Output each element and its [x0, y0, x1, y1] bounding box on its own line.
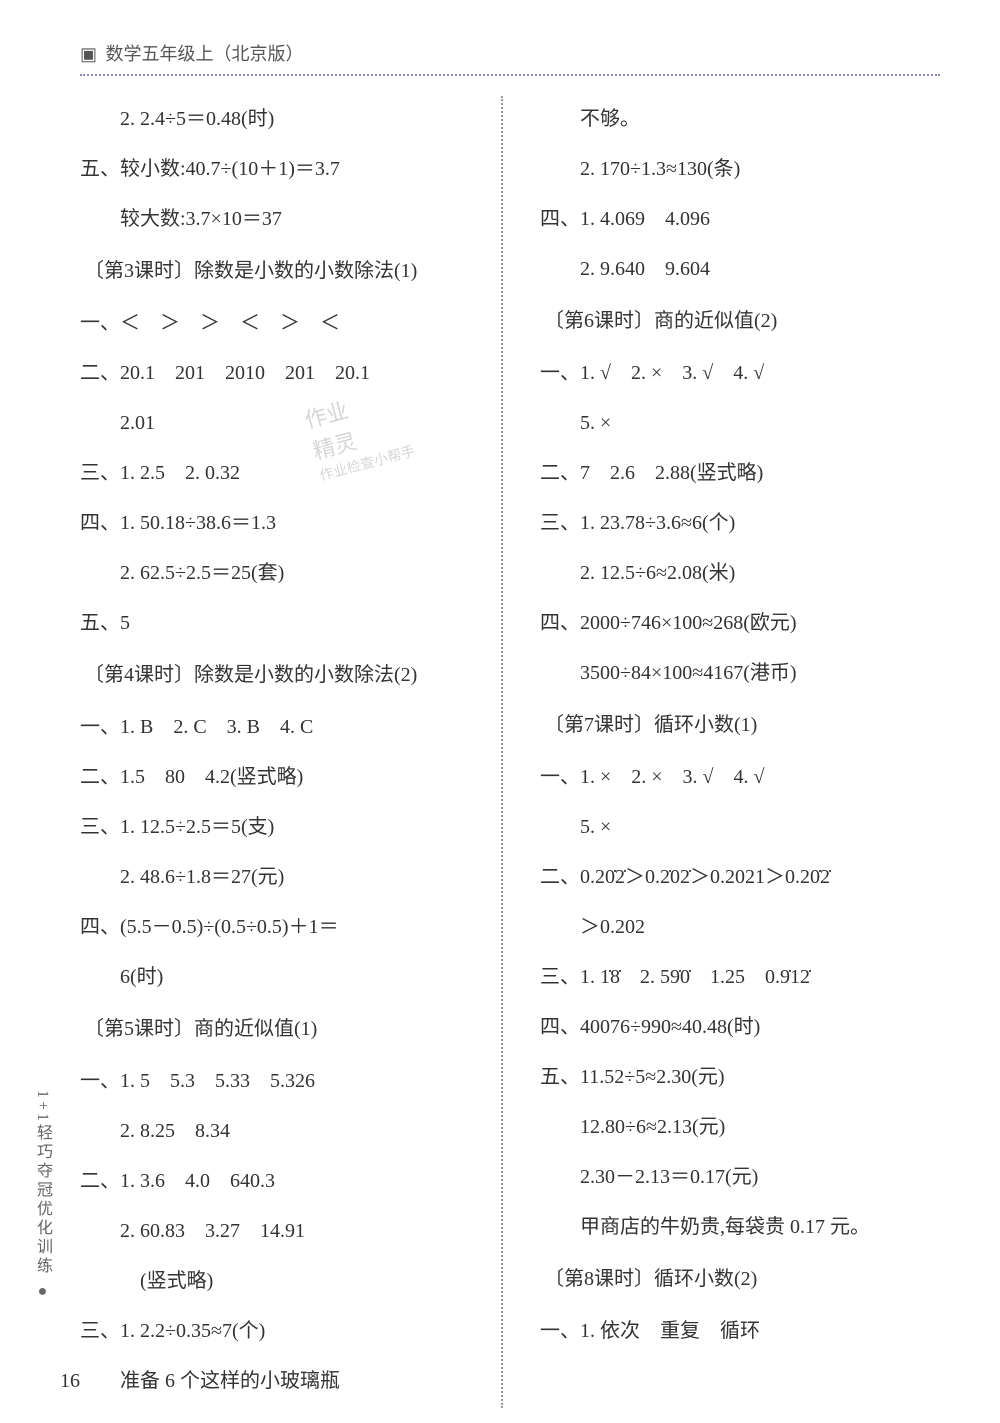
text-line: 二、7 2.6 2.88(竖式略) [540, 450, 940, 496]
page-header: ▣ 数学五年级上（北京版） [80, 40, 940, 76]
text-line: 三、1. 12.5÷2.5＝5(支) [80, 804, 480, 850]
text-line: 四、(5.5－0.5)÷(0.5÷0.5)＋1＝ [80, 904, 480, 950]
text-line: 五、5 [80, 600, 480, 646]
text-line: 一、1. √ 2. × 3. √ 4. √ [540, 350, 940, 396]
text-line: 3500÷84×100≈4167(港币) [540, 650, 940, 696]
text-line: 2. 60.83 3.27 14.91 [80, 1208, 480, 1254]
text-line: 较大数:3.7×10＝37 [80, 196, 480, 242]
page-number: 16 [60, 1370, 80, 1393]
text-line: 一、1. 5 5.3 5.33 5.326 [80, 1058, 480, 1104]
text-line: 二、0.20̇2̇＞0.2̇02̇＞0.2021＞0.20̇2̇ [540, 854, 940, 900]
column-divider [501, 96, 503, 1408]
text-line: 三、1. 2.2÷0.35≈7(个) [80, 1308, 480, 1354]
lesson-heading-8: 〔第8课时〕循环小数(2) [540, 1256, 940, 1302]
lesson-heading-6: 〔第6课时〕商的近似值(2) [540, 298, 940, 344]
text-line: 三、1. 1̇8̇ 2. 59̇0̇ 1.25 0.9̇12̇ [540, 954, 940, 1000]
lesson-heading-7: 〔第7课时〕循环小数(1) [540, 702, 940, 748]
lesson-label: 〔第8课时〕循环小数(2) [540, 1256, 761, 1302]
header-title: 数学五年级上（北京版） [106, 44, 304, 64]
text-line: 一、1. B 2. C 3. B 4. C [80, 704, 480, 750]
lesson-label: 〔第6课时〕商的近似值(2) [540, 298, 781, 344]
text-line: 12.80÷6≈2.13(元) [540, 1104, 940, 1150]
lesson-heading-5: 〔第5课时〕商的近似值(1) [80, 1006, 480, 1052]
text-line: 2. 62.5÷2.5＝25(套) [80, 550, 480, 596]
text-line: 三、1. 2.5 2. 0.32 [80, 450, 480, 496]
text-line: 四、1. 50.18÷38.6＝1.3 [80, 500, 480, 546]
lesson-label: 〔第3课时〕除数是小数的小数除法(1) [80, 248, 421, 294]
text-line: 二、1.5 80 4.2(竖式略) [80, 754, 480, 800]
text-line: 5. × [540, 400, 940, 446]
lesson-heading-3: 〔第3课时〕除数是小数的小数除法(1) [80, 248, 480, 294]
text-line: 二、20.1 201 2010 201 20.1 [80, 350, 480, 396]
left-column: 2. 2.4÷5＝0.48(时) 五、较小数:40.7÷(10＋1)＝3.7 较… [80, 96, 500, 1408]
text-line: 五、11.52÷5≈2.30(元) [540, 1054, 940, 1100]
text-line: 一、1. 依次 重复 循环 [540, 1308, 940, 1354]
text-line: 2. 170÷1.3≈130(条) [540, 146, 940, 192]
text-line: 四、2000÷746×100≈268(欧元) [540, 600, 940, 646]
text-line: 不够。 [540, 96, 940, 142]
text-line: 五、较小数:40.7÷(10＋1)＝3.7 [80, 146, 480, 192]
text-line: 三、1. 23.78÷3.6≈6(个) [540, 500, 940, 546]
text-line: 2.01 [80, 400, 480, 446]
text-line: 2. 9.640 9.604 [540, 246, 940, 292]
text-line: ＞0.202 [540, 904, 940, 950]
text-line: 2. 8.25 8.34 [80, 1108, 480, 1154]
page-container: ▣ 数学五年级上（北京版） 2. 2.4÷5＝0.48(时) 五、较小数:40.… [0, 0, 1000, 1423]
text-line: 四、1. 4.069 4.096 [540, 196, 940, 242]
text-line: 甲商店的牛奶贵,每袋贵 0.17 元。 [540, 1204, 940, 1250]
lesson-label: 〔第5课时〕商的近似值(1) [80, 1006, 321, 1052]
right-column: 不够。 2. 170÷1.3≈130(条) 四、1. 4.069 4.096 2… [530, 96, 940, 1408]
text-line: (竖式略) [80, 1258, 480, 1304]
lesson-label: 〔第7课时〕循环小数(1) [540, 702, 761, 748]
text-line: 准备 6 个这样的小玻璃瓶 [80, 1358, 480, 1404]
text-line: 2. 2.4÷5＝0.48(时) [80, 96, 480, 142]
spine-label: 1+1轻巧夺冠优化训练 ● [30, 1090, 54, 1303]
book-icon: ▣ [80, 44, 97, 65]
content-columns: 2. 2.4÷5＝0.48(时) 五、较小数:40.7÷(10＋1)＝3.7 较… [80, 96, 940, 1408]
text-line: 2. 12.5÷6≈2.08(米) [540, 550, 940, 596]
text-line: 一、＜ ＞ ＞ ＜ ＞ ＜ [80, 300, 480, 346]
text-line: 2.30－2.13＝0.17(元) [540, 1154, 940, 1200]
text-line: 一、1. × 2. × 3. √ 4. √ [540, 754, 940, 800]
text-line: 二、1. 3.6 4.0 640.3 [80, 1158, 480, 1204]
text-line: 2. 48.6÷1.8＝27(元) [80, 854, 480, 900]
text-line: 5. × [540, 804, 940, 850]
text-line: 6(时) [80, 954, 480, 1000]
text-line: 四、40076÷990≈40.48(时) [540, 1004, 940, 1050]
lesson-label: 〔第4课时〕除数是小数的小数除法(2) [80, 652, 421, 698]
lesson-heading-4: 〔第4课时〕除数是小数的小数除法(2) [80, 652, 480, 698]
